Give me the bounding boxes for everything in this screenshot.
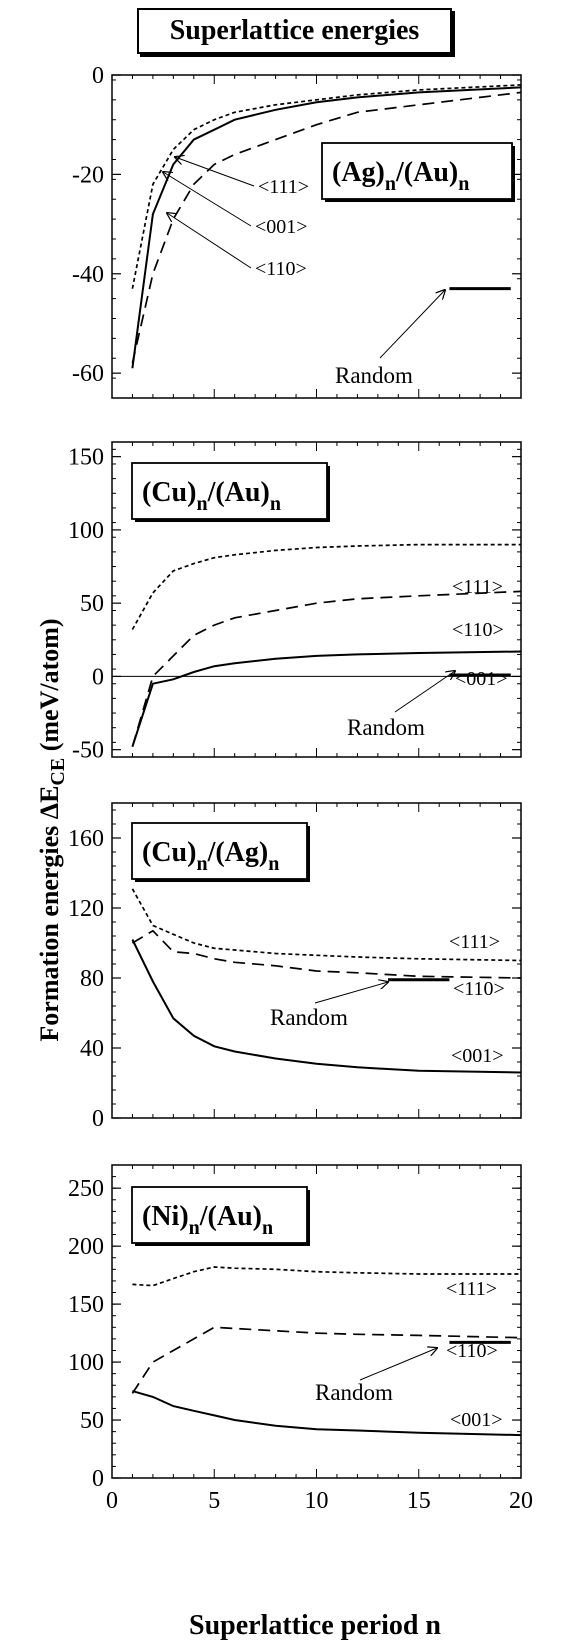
system-label: (Ag)n/(Au)n xyxy=(332,157,469,195)
y-tick-label: 80 xyxy=(80,966,104,992)
series-label: <110> xyxy=(452,619,504,641)
y-tick-label: -50 xyxy=(72,738,104,764)
series-line-dotted xyxy=(131,84,522,289)
series-label: <110> xyxy=(446,1340,498,1362)
y-axis-label-subscript: CE xyxy=(47,757,70,786)
y-tick-label: 160 xyxy=(68,826,104,852)
series-arrow xyxy=(175,157,255,187)
system-label-a: (Cu) xyxy=(142,477,196,508)
y-tick-label: 100 xyxy=(68,518,104,544)
series-line-solid xyxy=(131,86,522,369)
y-tick-label: 250 xyxy=(68,1176,104,1202)
y-tick-label: 50 xyxy=(80,591,104,617)
series-line-dotted xyxy=(131,888,522,962)
system-label-b: /(Au) xyxy=(199,1201,262,1232)
system-box xyxy=(131,822,308,880)
random-label: Random xyxy=(315,1380,393,1405)
series-label: <001> xyxy=(455,668,508,690)
x-tick-label: 5 xyxy=(208,1488,220,1514)
system-label: (Cu)n/(Au)n xyxy=(142,477,281,515)
system-label-sub: n xyxy=(458,173,469,195)
y-tick-label: -20 xyxy=(72,162,104,188)
series-line-dashed xyxy=(131,929,522,979)
random-arrow xyxy=(394,671,455,713)
panel-2: -50050100150<111><110><001>Random(Cu)n/(… xyxy=(68,441,522,764)
y-tick-label: 150 xyxy=(68,445,104,471)
system-label-a: (Ag) xyxy=(332,157,385,188)
y-tick-label: 200 xyxy=(68,1234,104,1260)
system-label-sub: n xyxy=(189,1217,200,1239)
random-arrow xyxy=(379,290,445,359)
series-line-solid xyxy=(131,939,522,1074)
series-label: <001> xyxy=(255,216,308,238)
system-label-a: (Cu) xyxy=(142,837,196,868)
y-tick-label: 120 xyxy=(68,896,104,922)
y-tick-label: -60 xyxy=(72,361,104,387)
plot-frame xyxy=(111,74,522,399)
series-label: <111> xyxy=(449,931,500,953)
y-tick-label: 150 xyxy=(68,1292,104,1318)
series-label: <111> xyxy=(452,576,503,598)
x-tick-label: 15 xyxy=(407,1488,431,1514)
random-label: Random xyxy=(335,363,413,388)
x-tick-label: 0 xyxy=(106,1488,118,1514)
system-label-sub: n xyxy=(385,173,396,195)
system-label-b: /(Au) xyxy=(207,477,270,508)
series-label: <110> xyxy=(453,978,505,1000)
series-label: <001> xyxy=(450,1409,503,1431)
system-label-sub: n xyxy=(196,493,207,515)
system-label: (Ni)n/(Au)n xyxy=(142,1201,273,1239)
system-label: (Cu)n/(Ag)n xyxy=(142,837,279,875)
system-label-b: /(Ag) xyxy=(207,837,269,868)
series-line-dashed xyxy=(131,590,522,747)
series-line-solid xyxy=(131,650,522,748)
x-tick-label: 20 xyxy=(509,1488,533,1514)
random-arrow xyxy=(314,982,388,1004)
series-label: <111> xyxy=(446,1278,497,1300)
series-arrow xyxy=(163,172,252,227)
random-arrow xyxy=(359,1348,437,1381)
y-tick-label: 0 xyxy=(92,1466,104,1492)
y-axis-label-main: Formation energies ΔE xyxy=(35,785,64,1042)
series-line-solid xyxy=(132,1390,522,1437)
y-tick-label: -40 xyxy=(72,262,104,288)
system-label-a: (Ni) xyxy=(142,1201,189,1232)
y-axis-label-unit: (meV/atom) xyxy=(35,618,64,758)
y-tick-label: 0 xyxy=(92,1106,104,1132)
x-tick-label: 10 xyxy=(305,1488,329,1514)
panel-4: 0 50 100 150 200 250 0 5 10 15 20 <111> <110> <001> Ra… xyxy=(68,1164,533,1514)
system-label-sub: n xyxy=(268,853,279,875)
y-tick-label: 0 xyxy=(92,664,104,690)
system-box xyxy=(321,142,513,200)
series-line-dashed xyxy=(131,1326,522,1394)
system-label-sub: n xyxy=(270,493,281,515)
system-box xyxy=(131,462,328,520)
series-line-dotted xyxy=(132,1266,521,1287)
series-arrow xyxy=(167,213,252,269)
y-tick-label: 100 xyxy=(68,1350,104,1376)
series-label: <001> xyxy=(451,1045,504,1067)
y-axis-label: Formation energies ΔECE (meV/atom) xyxy=(30,480,70,1180)
series-label: <111> xyxy=(258,176,309,198)
panel-1: -60-40-200<111><001><110>Random(Ag)n/(Au… xyxy=(72,63,522,399)
panel-3: 04080120160<111><110><001>Random(Cu)n/(A… xyxy=(68,802,522,1132)
y-tick-label: 40 xyxy=(80,1036,104,1062)
y-tick-label: 0 xyxy=(92,63,104,89)
system-label-sub: n xyxy=(196,853,207,875)
system-label-b: /(Au) xyxy=(395,157,458,188)
y-tick-label: 50 xyxy=(80,1408,104,1434)
figure-title: Superlattice energies xyxy=(137,8,452,54)
system-box xyxy=(131,1186,308,1244)
random-label: Random xyxy=(347,715,425,740)
x-axis-label: Superlattice period n xyxy=(189,1610,441,1641)
series-line-dotted xyxy=(131,543,521,630)
series-label: <110> xyxy=(255,258,307,280)
system-label-sub: n xyxy=(262,1217,273,1239)
random-label: Random xyxy=(270,1005,348,1030)
